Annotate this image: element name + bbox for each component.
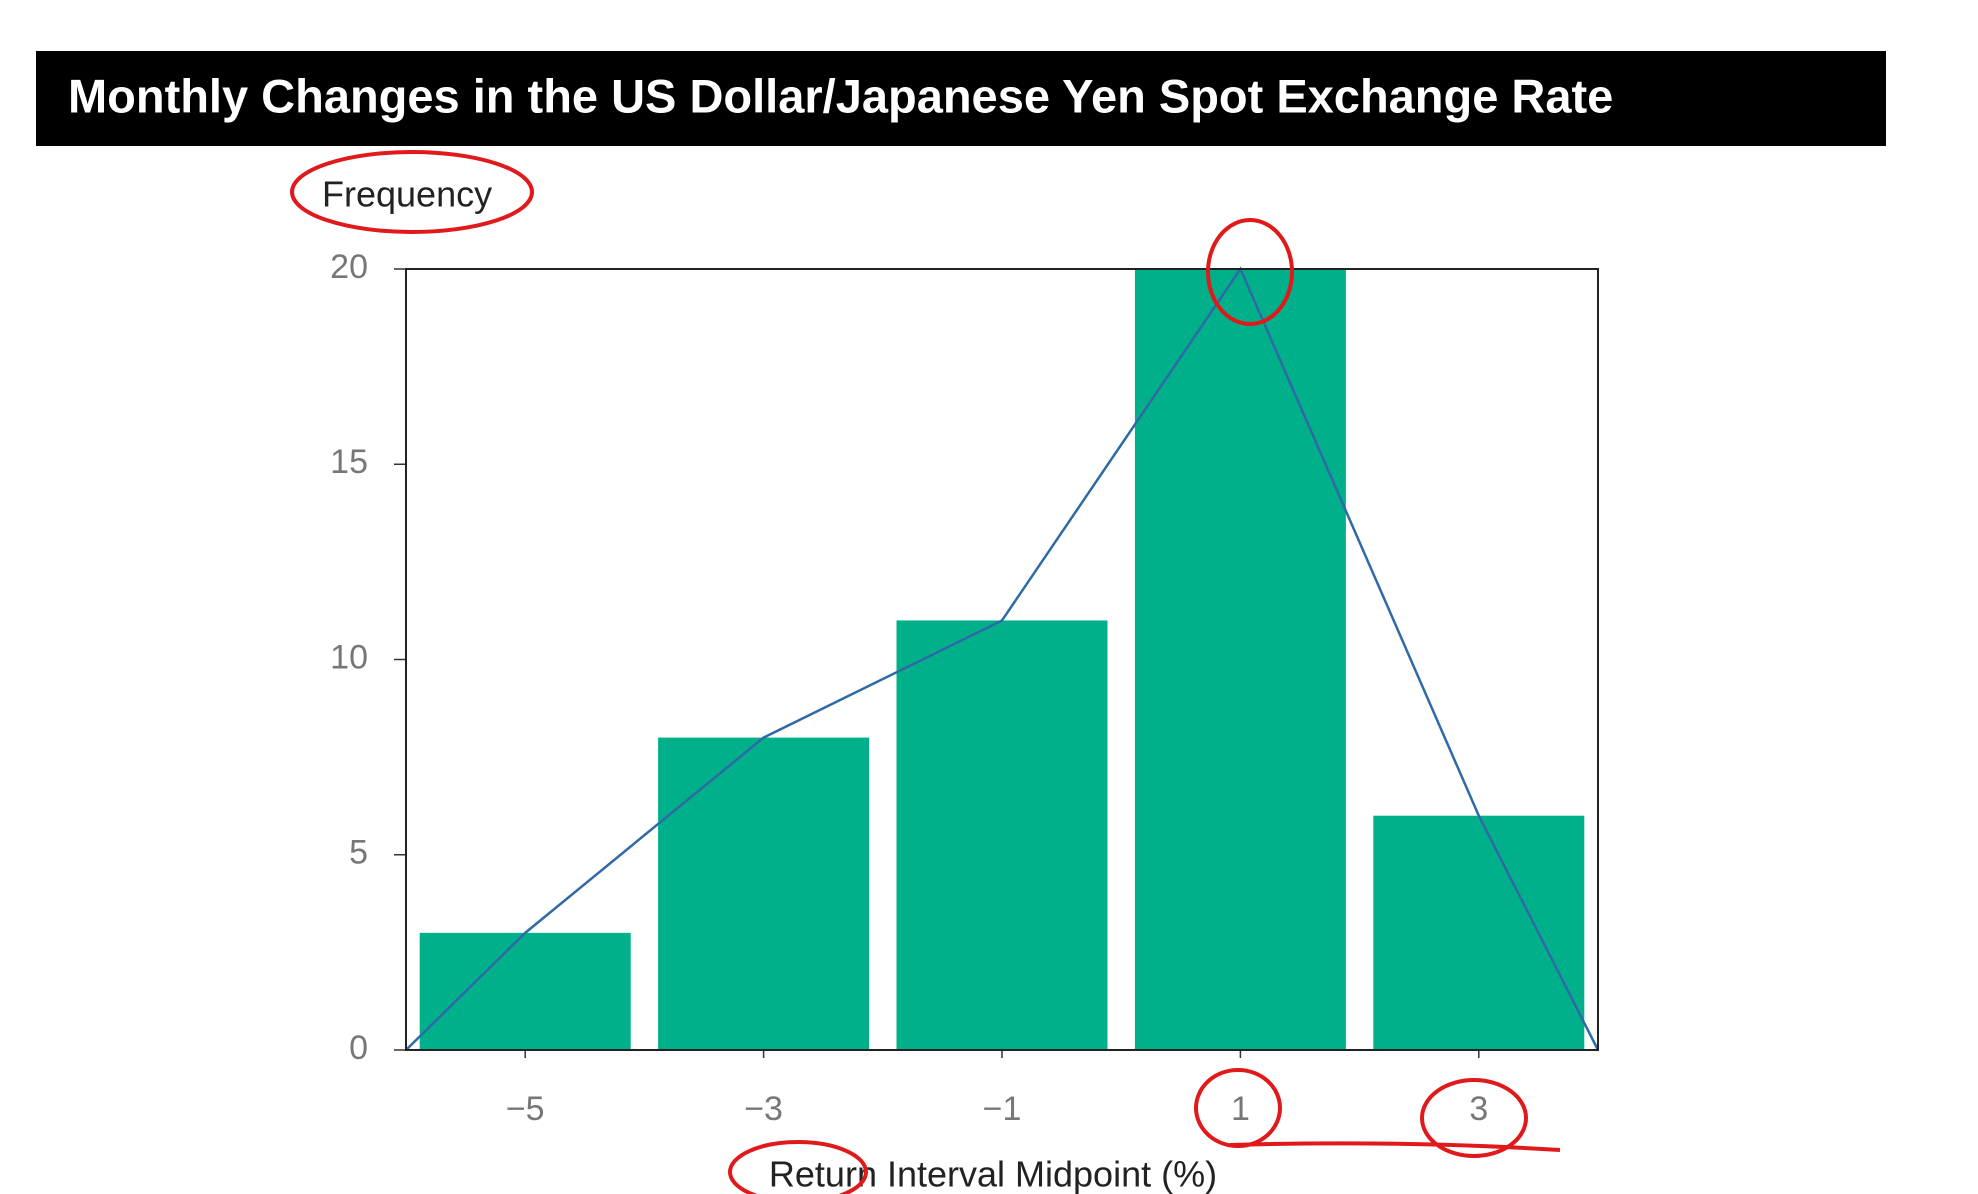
bar [1373, 815, 1585, 1050]
annotations [290, 150, 1561, 1194]
y-tick-label: 15 [330, 443, 368, 481]
annotation-circle [728, 1140, 868, 1194]
y-tick-label: 10 [330, 638, 368, 676]
plot-frame [405, 268, 1599, 1051]
y-axis-label: Frequency [322, 174, 492, 215]
x-axis-label: Return Interval Midpoint (%) [769, 1154, 1217, 1194]
bar [1134, 269, 1346, 1050]
x-tick-label: −3 [744, 1090, 783, 1128]
frequency-polygon [405, 266, 1600, 1051]
bar [896, 620, 1108, 1050]
annotation-circle [1420, 1078, 1528, 1158]
x-tick-label: 3 [1469, 1090, 1488, 1128]
annotation-circle [1206, 218, 1294, 326]
chart-title: Monthly Changes in the US Dollar/Japanes… [68, 69, 1613, 122]
y-tick-label: 0 [349, 1029, 368, 1067]
y-tick-label: 20 [330, 248, 368, 286]
title-bar [36, 51, 1886, 146]
annotation-stroke [1229, 1141, 1561, 1152]
x-tick-label: −1 [983, 1090, 1022, 1128]
x-tick-label: −5 [506, 1090, 545, 1128]
x-tick-label: 1 [1231, 1090, 1250, 1128]
y-tick-label: 5 [349, 834, 368, 872]
annotation-circle [290, 150, 534, 234]
bar [419, 932, 631, 1050]
bar [658, 737, 870, 1050]
